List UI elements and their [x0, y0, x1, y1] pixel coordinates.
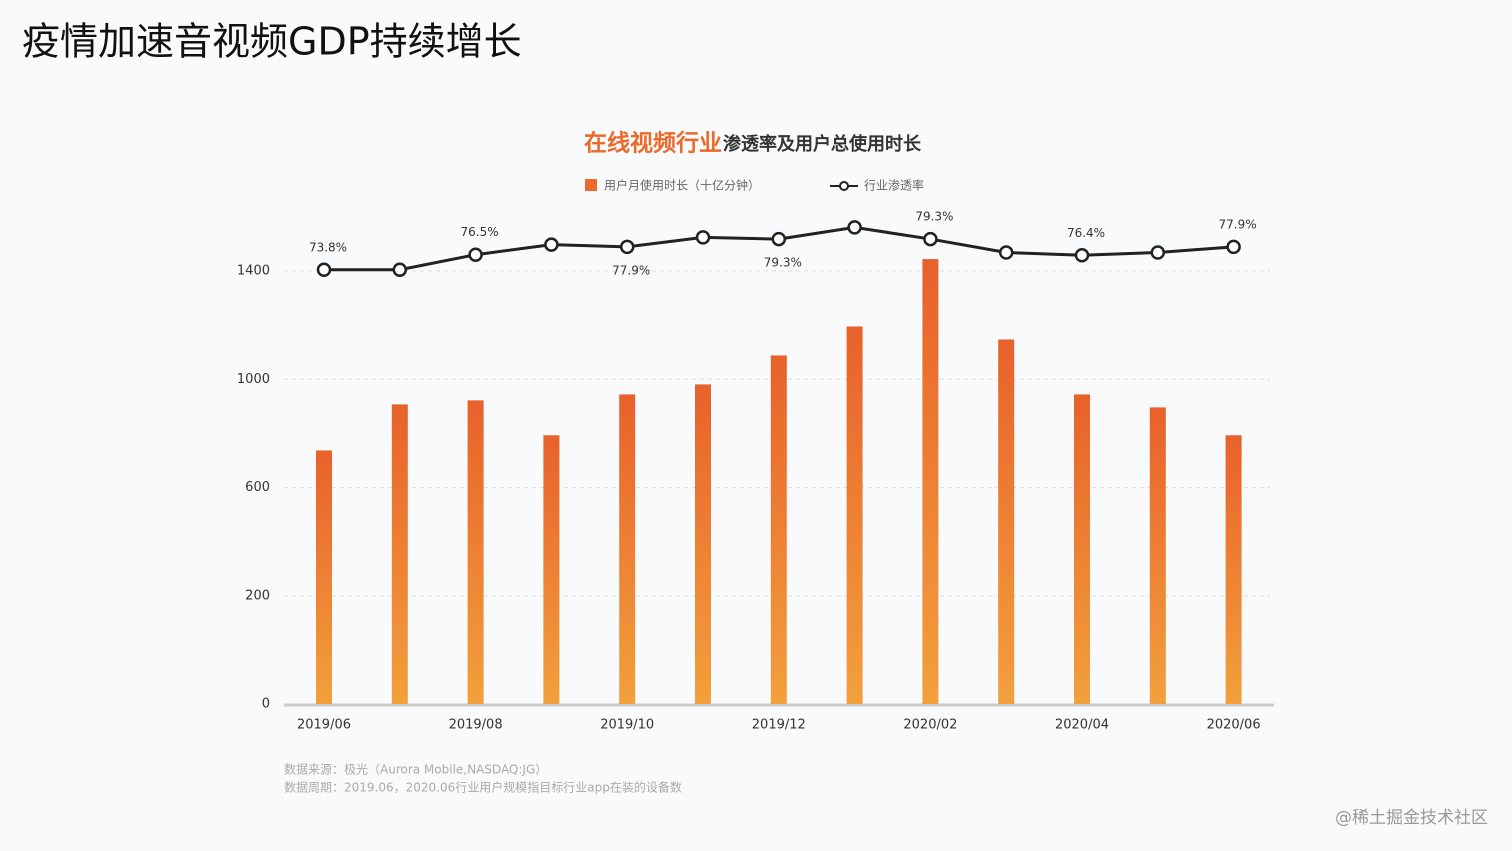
- bar: [846, 326, 863, 704]
- line-point: [619, 239, 635, 255]
- line-point: [316, 262, 332, 278]
- x-tick-label: 2019/06: [297, 718, 351, 733]
- line-point: [998, 245, 1014, 260]
- bar: [1149, 407, 1166, 704]
- data-label: 76.4%: [1067, 226, 1105, 240]
- line-point: [847, 220, 862, 235]
- line-point: [468, 247, 483, 262]
- legend-marker: [839, 181, 849, 191]
- y-tick-label: 0: [262, 697, 270, 712]
- y-tick-label: 1000: [237, 372, 270, 387]
- x-tick-label: 2020/02: [903, 718, 957, 733]
- bar: [695, 384, 711, 704]
- bar: [467, 400, 484, 704]
- chart-subtitle: 渗透率及用户总使用时长: [723, 133, 922, 155]
- bar: [922, 259, 939, 704]
- bar: [998, 339, 1015, 704]
- watermark: @稀土掘金技术社区: [1335, 808, 1488, 828]
- data-label: 76.5%: [461, 225, 499, 239]
- slide-title: 疫情加速音视频GDP持续增长: [22, 20, 522, 64]
- x-tick-label: 2020/06: [1207, 718, 1261, 733]
- data-label: 79.3%: [915, 210, 953, 224]
- y-tick-label: 1400: [237, 264, 270, 279]
- bar: [543, 435, 560, 704]
- legend-swatch: [585, 179, 597, 191]
- line-point: [1074, 248, 1090, 263]
- source-note: 数据周期：2019.06，2020.06行业用户规模指目标行业app在装的设备数: [284, 780, 682, 795]
- x-tick-label: 2019/10: [600, 718, 654, 733]
- data-label: 77.9%: [1219, 217, 1257, 231]
- data-label: 79.3%: [764, 256, 802, 270]
- data-label: 77.9%: [612, 263, 650, 277]
- bar: [1074, 394, 1090, 704]
- line-point: [771, 231, 787, 247]
- y-tick-label: 600: [245, 480, 270, 495]
- bar: [1225, 435, 1242, 704]
- bar: [770, 355, 787, 704]
- line-point: [1150, 245, 1166, 260]
- line-point: [695, 230, 711, 245]
- y-tick-label: 200: [245, 588, 270, 603]
- line-point: [392, 262, 408, 278]
- legend-label: 行业渗透率: [864, 178, 924, 193]
- x-tick-label: 2020/04: [1055, 718, 1109, 733]
- data-label: 73.8%: [309, 240, 347, 254]
- line-point: [923, 231, 938, 247]
- chart-title: 在线视频行业: [584, 130, 722, 157]
- bar: [316, 450, 332, 704]
- line-point: [544, 237, 559, 252]
- x-tick-label: 2019/12: [752, 718, 806, 733]
- legend-label: 用户月使用时长（十亿分钟）: [604, 178, 760, 193]
- x-tick-label: 2019/08: [449, 718, 503, 733]
- line-point: [1226, 239, 1241, 255]
- source-note: 数据来源：极光（Aurora Mobile,NASDAQ:JG）: [284, 762, 547, 777]
- bar: [391, 404, 408, 704]
- bar: [619, 394, 636, 704]
